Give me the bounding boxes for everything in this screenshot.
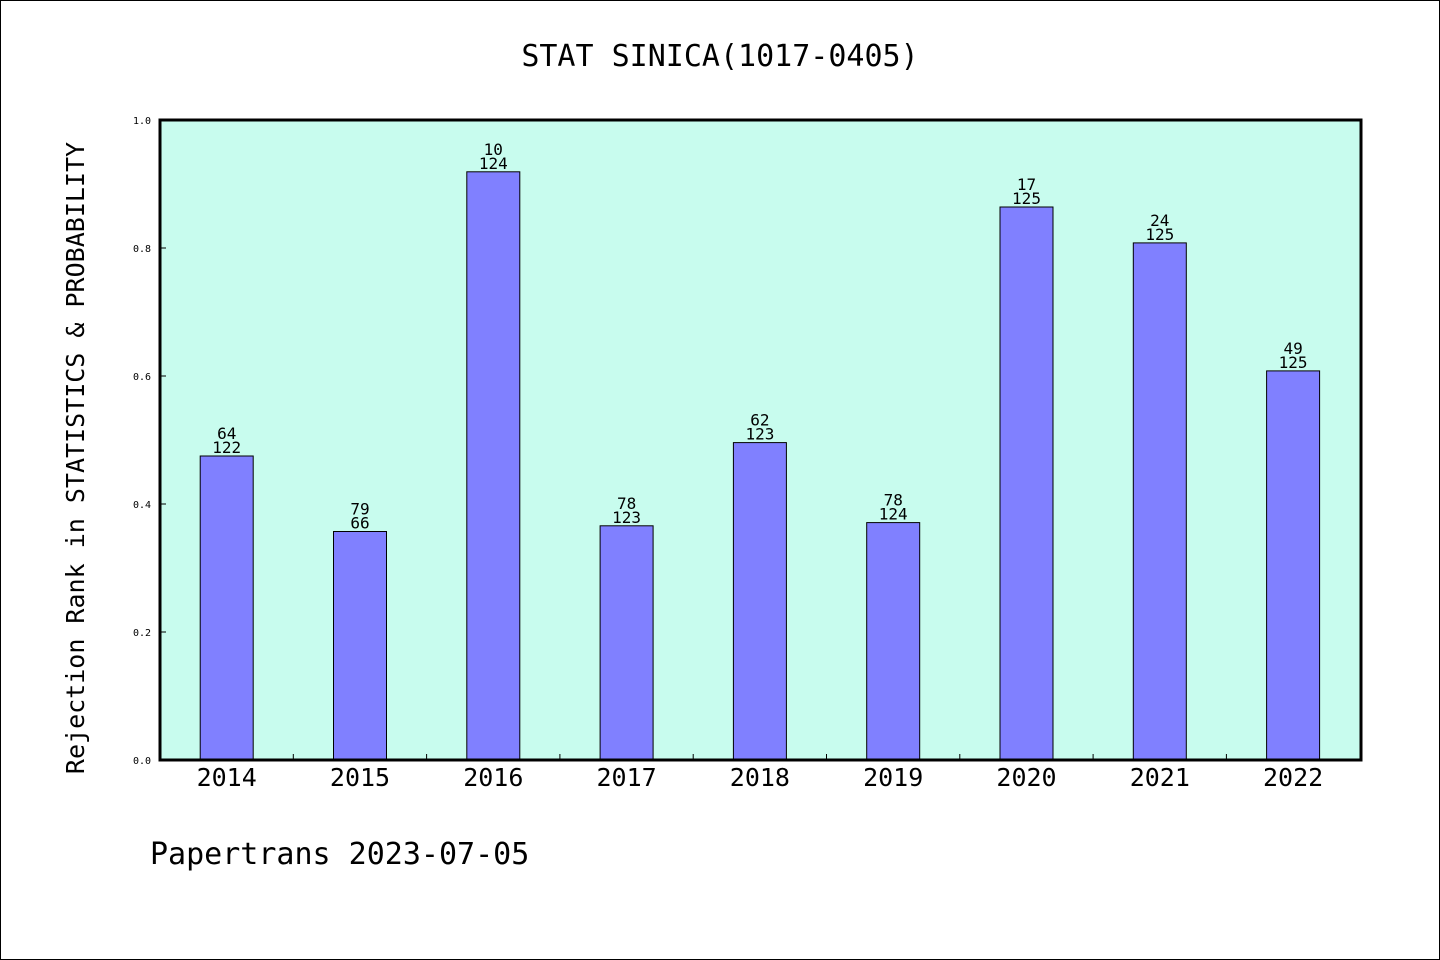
bar-label-top-2021: 24 <box>1150 211 1169 230</box>
bar-label-top-2022: 49 <box>1283 339 1302 358</box>
bar-2018 <box>732 442 787 761</box>
footer-text: Papertrans 2023-07-05 <box>150 837 529 872</box>
bar-2015 <box>333 531 387 761</box>
x-tick-label-2022: 2022 <box>1263 763 1323 792</box>
x-axis-ticks: 2014 2015 2016 2017 2018 2019 2020 2021 2022 <box>197 754 1323 792</box>
bar-2016 <box>466 171 521 761</box>
bar-label-bottom-2016: 124 <box>479 154 508 173</box>
y-tick-label-0.2: 0.2 <box>133 628 151 639</box>
y-tick-label-0.6: 0.6 <box>133 372 151 383</box>
bar-label-bottom-2020: 125 <box>1012 189 1041 208</box>
x-tick-label-2017: 2017 <box>596 763 656 792</box>
x-tick-label-2014: 2014 <box>197 763 257 792</box>
bar-2019 <box>866 522 921 761</box>
bar-label-top-2020: 17 <box>1017 175 1036 194</box>
x-tick-label-2015: 2015 <box>330 763 390 792</box>
bar-label-bottom-2021: 125 <box>1145 225 1174 244</box>
bar-2022 <box>1266 370 1321 761</box>
plot-border <box>158 118 1363 762</box>
x-tick-label-2016: 2016 <box>463 763 523 792</box>
bar-2020 <box>999 206 1054 761</box>
bar-label-top-2017: 78 <box>617 494 636 513</box>
y-tick-label-0.4: 0.4 <box>133 500 151 511</box>
bar-label-bottom-2019: 124 <box>879 505 908 524</box>
bar-label-top-2018: 62 <box>750 411 769 430</box>
chart-title: STAT SINICA(1017-0405) <box>521 39 918 74</box>
bar-label-bottom-2022: 125 <box>1279 353 1308 372</box>
bar-label-top-2019: 78 <box>884 491 903 510</box>
y-tick-label-1.0: 1.0 <box>133 116 151 127</box>
x-tick-label-2019: 2019 <box>863 763 923 792</box>
y-tick-label-0.0: 0.0 <box>133 756 151 767</box>
bar-label-bottom-2018: 123 <box>745 425 774 444</box>
bar-label-top-2014: 64 <box>217 424 236 443</box>
bar-2014 <box>199 455 254 761</box>
bar-label-bottom-2017: 123 <box>612 508 641 527</box>
bar-labels-group: 6412279661012478123621237812417125241254… <box>212 140 1307 533</box>
y-tick-label-0.8: 0.8 <box>133 244 151 255</box>
y-axis-label: Rejection Rank in STATISTICS & PROBABILI… <box>61 142 90 774</box>
bar-label-top-2016: 10 <box>484 140 503 159</box>
bar-2021 <box>1132 242 1187 761</box>
bar-label-bottom-2015: 66 <box>350 514 369 533</box>
x-tick-label-2018: 2018 <box>730 763 790 792</box>
bar-2017 <box>599 525 654 761</box>
x-tick-label-2020: 2020 <box>996 763 1056 792</box>
bars-group <box>199 171 1321 761</box>
bar-label-bottom-2014: 122 <box>212 438 241 457</box>
bar-label-top-2015: 79 <box>350 500 369 519</box>
x-tick-label-2021: 2021 <box>1130 763 1190 792</box>
